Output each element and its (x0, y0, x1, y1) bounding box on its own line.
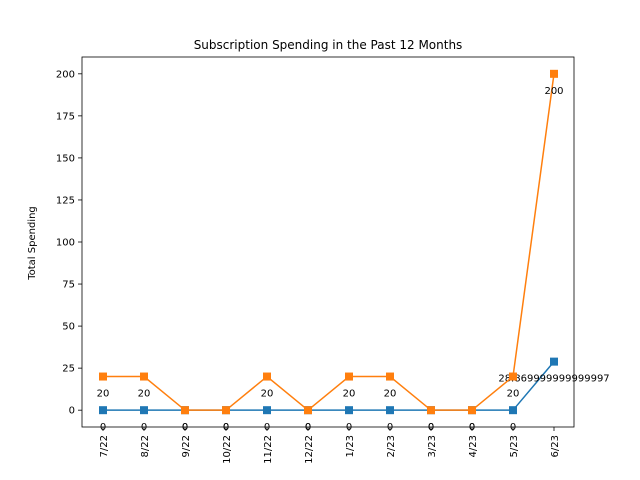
series-2-data-label: 0 (469, 422, 475, 433)
series-2-point (427, 406, 435, 415)
series-1-point (345, 406, 353, 415)
series-2-data-label: 20 (138, 389, 151, 400)
y-tick-label: 0 (69, 406, 75, 417)
x-tick-label: 3/23 (427, 435, 438, 457)
plot-frame (81, 56, 575, 428)
series-2-point (181, 406, 189, 415)
y-tick-label: 150 (56, 153, 75, 164)
series-2-point (386, 372, 394, 381)
series-2-data-label: 20 (97, 389, 110, 400)
x-tick-label: 11/22 (263, 435, 274, 464)
x-tick-label: 5/23 (509, 435, 520, 457)
series-2-line (103, 73, 555, 412)
series-2-point (509, 372, 517, 381)
y-tick-label: 175 (56, 111, 75, 122)
y-tick-label: 25 (62, 364, 75, 375)
series-2-data-label: 0 (305, 422, 311, 433)
series-2-point (263, 372, 271, 381)
series-1-data-label: 0 (100, 422, 106, 433)
x-tick-label: 12/22 (304, 435, 315, 464)
series-2-data-label: 200 (544, 86, 563, 97)
series-2-point (222, 406, 230, 415)
x-tick-label: 6/23 (550, 435, 561, 457)
series-1-data-label: 0 (510, 422, 516, 433)
y-tick-label: 125 (56, 195, 75, 206)
series-2-data-label: 0 (182, 422, 188, 433)
series-2-point (468, 406, 476, 415)
x-tick-label: 7/22 (99, 435, 110, 457)
series-1-data-label: 28.869999999999997 (498, 374, 609, 385)
series-1-data-label: 0 (469, 422, 475, 433)
series-2-point (99, 372, 107, 381)
series-2-point (345, 372, 353, 381)
y-tick-label: 200 (56, 69, 75, 80)
series-2-data-label: 20 (261, 389, 274, 400)
series-2-data-label: 20 (343, 389, 356, 400)
chart-title: Subscription Spending in the Past 12 Mon… (194, 38, 463, 52)
y-axis-label: Total Spending (27, 206, 38, 281)
series-1-data-label: 0 (264, 422, 270, 433)
series-1-data-label: 0 (305, 422, 311, 433)
y-tick-label: 75 (62, 280, 75, 291)
x-tick-label: 4/23 (468, 435, 479, 457)
x-tick-label: 8/22 (140, 435, 151, 457)
series-1-data-label: 0 (141, 422, 147, 433)
y-tick-label: 50 (62, 322, 75, 333)
series-1-line (103, 361, 555, 411)
series-1-point (99, 406, 107, 415)
series-2-data-label: 0 (428, 422, 434, 433)
series-1-point (263, 406, 271, 415)
series-2-point (550, 69, 558, 78)
series-2-data-label: 0 (223, 422, 229, 433)
series-1-data-label: 0 (387, 422, 393, 433)
x-tick-label: 2/23 (386, 435, 397, 457)
series-1-data-label: 0 (182, 422, 188, 433)
series-1-point (140, 406, 148, 415)
x-tick-label: 1/23 (345, 435, 356, 457)
series-2-data-label: 20 (384, 389, 397, 400)
series-2-point (304, 406, 312, 415)
y-tick-label: 100 (56, 238, 75, 249)
series-1-point (550, 357, 558, 366)
series-1-data-label: 0 (428, 422, 434, 433)
series-1-data-label: 0 (223, 422, 229, 433)
x-tick-label: 10/22 (222, 435, 233, 464)
series-2-point (140, 372, 148, 381)
series-1-point (509, 406, 517, 415)
series-1-point (386, 406, 394, 415)
x-tick-label: 9/22 (181, 435, 192, 457)
series-2-data-label: 20 (507, 389, 520, 400)
series-1-data-label: 0 (346, 422, 352, 433)
